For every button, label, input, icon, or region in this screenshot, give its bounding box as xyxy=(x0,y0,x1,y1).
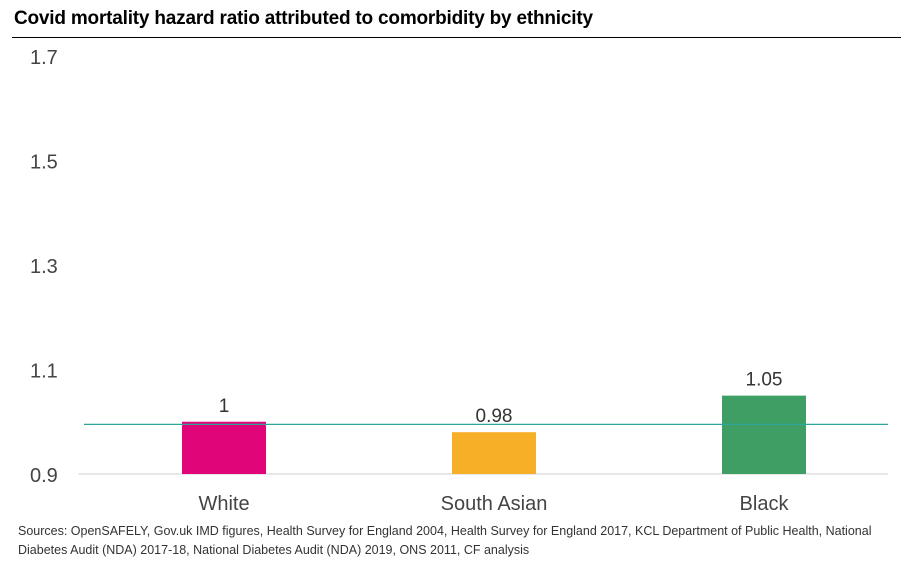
title-divider xyxy=(12,37,901,38)
data-label: 1.05 xyxy=(746,370,783,391)
data-label: 1 xyxy=(219,396,230,417)
x-tick-label: South Asian xyxy=(441,493,548,515)
bar-chart: 0.9 1.1 1.3 1.5 1.7 1 White 0.98 South Asian 1.05… xyxy=(30,47,888,515)
x-tick-label: White xyxy=(198,493,249,515)
data-label: 0.98 xyxy=(476,406,513,427)
sources-note: Sources: OpenSAFELY, Gov.uk IMD figures,… xyxy=(18,524,872,557)
x-tick-label: Black xyxy=(740,493,790,515)
y-tick-label: 0.9 xyxy=(30,465,58,487)
y-tick-label: 1.5 xyxy=(30,152,58,174)
y-tick-label: 1.3 xyxy=(30,256,58,278)
bar-white xyxy=(182,421,266,474)
y-tick-label: 1.7 xyxy=(30,47,58,69)
bar-south-asian xyxy=(452,432,536,474)
chart-title: Covid mortality hazard ratio attributed … xyxy=(14,8,593,29)
bar-black xyxy=(722,395,806,474)
y-tick-label: 1.1 xyxy=(30,361,58,383)
